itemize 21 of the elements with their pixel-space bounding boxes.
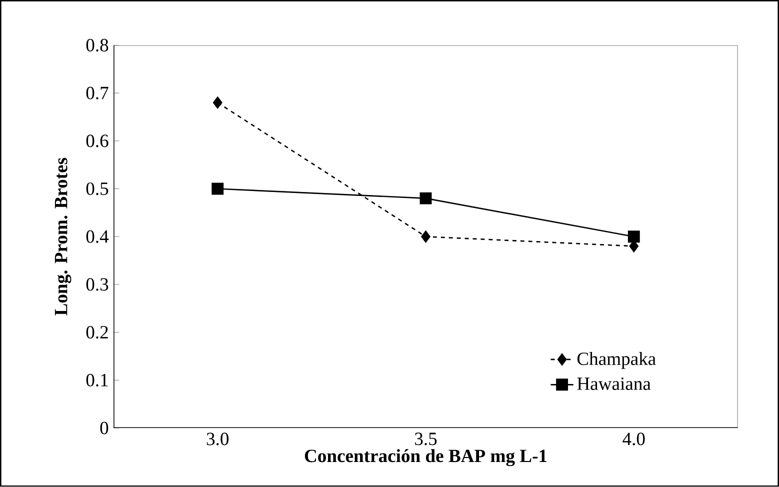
x-tick-label: 3.0 bbox=[206, 432, 229, 446]
y-tick-label: 0.5 bbox=[86, 182, 108, 196]
point bbox=[212, 96, 222, 109]
y-tick-label: 0.2 bbox=[86, 326, 108, 339]
y-tick-label: 0.4 bbox=[86, 230, 109, 244]
y-tick-label: 0.8 bbox=[86, 38, 108, 52]
y-tick-label: 0.1 bbox=[86, 374, 108, 387]
y-axis-title: Long. Prom. Brotes bbox=[54, 158, 72, 316]
point bbox=[212, 182, 224, 195]
x-tick-label: 3.5 bbox=[415, 432, 437, 446]
point bbox=[421, 230, 430, 243]
legend-label: Champaka bbox=[577, 352, 656, 369]
y-tick-label: 0.3 bbox=[86, 278, 108, 291]
y-tick-label: 0 bbox=[100, 422, 108, 434]
x-tick-label: 4.0 bbox=[622, 432, 645, 446]
point bbox=[628, 230, 640, 243]
point bbox=[420, 192, 432, 204]
y-tick-label: 0.7 bbox=[86, 86, 108, 100]
legend-label: Hawaiana bbox=[577, 378, 651, 390]
x-axis-title: Concentración de BAP mg L-1 bbox=[304, 449, 547, 466]
y-tick-label: 0.6 bbox=[86, 134, 108, 148]
